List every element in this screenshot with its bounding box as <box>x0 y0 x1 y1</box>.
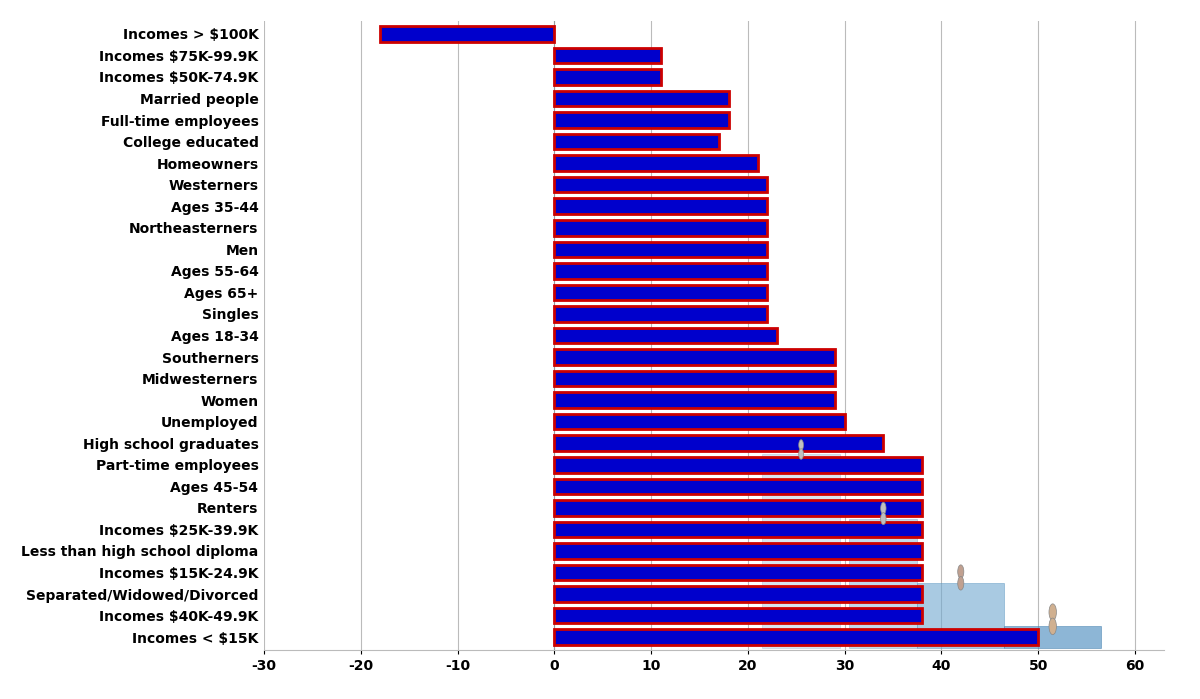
Bar <box>554 371 835 387</box>
Bar <box>554 199 767 214</box>
Bar <box>554 521 922 537</box>
Ellipse shape <box>1049 618 1056 635</box>
Circle shape <box>958 565 964 579</box>
Ellipse shape <box>958 577 964 590</box>
Bar <box>554 457 922 473</box>
Circle shape <box>1049 604 1056 621</box>
Bar <box>554 263 767 279</box>
Bar <box>554 629 1038 645</box>
Bar <box>554 608 922 624</box>
Bar <box>554 350 835 365</box>
Bar <box>554 284 767 300</box>
Bar <box>554 134 719 150</box>
Circle shape <box>881 503 886 514</box>
Bar <box>554 155 757 171</box>
Bar <box>554 565 922 580</box>
Bar <box>762 454 840 648</box>
Bar <box>554 113 728 128</box>
Bar <box>380 26 554 42</box>
Bar <box>554 586 922 602</box>
Bar <box>554 306 767 322</box>
Bar <box>1004 626 1102 648</box>
Bar <box>554 435 883 451</box>
Bar <box>554 328 776 343</box>
Bar <box>554 414 845 429</box>
Bar <box>554 392 835 408</box>
Bar <box>554 242 767 257</box>
Bar <box>554 543 922 559</box>
Bar <box>554 220 767 236</box>
Bar <box>554 177 767 192</box>
Bar <box>850 519 917 648</box>
Circle shape <box>799 440 804 450</box>
Bar <box>554 479 922 494</box>
Ellipse shape <box>799 449 804 459</box>
Bar <box>554 91 728 106</box>
Bar <box>554 48 661 63</box>
Bar <box>554 500 922 516</box>
Bar <box>554 69 661 85</box>
Bar <box>917 583 1004 648</box>
Ellipse shape <box>881 512 886 525</box>
